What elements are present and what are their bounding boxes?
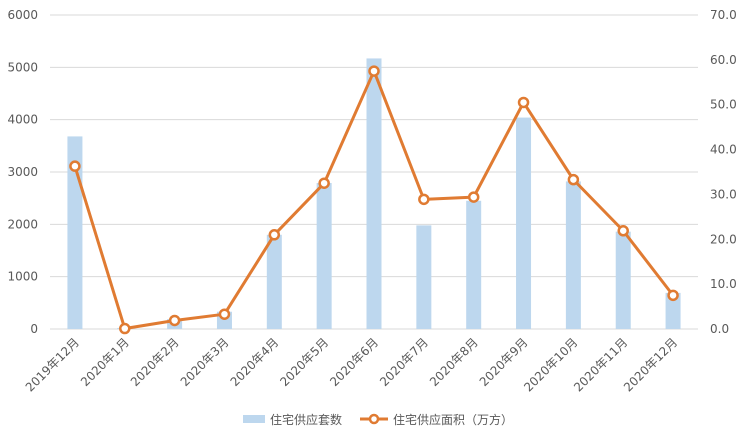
right-tick-label: 70.0 — [710, 8, 737, 22]
right-tick-label: 30.0 — [710, 187, 737, 201]
left-tick-label: 3000 — [7, 165, 38, 179]
right-tick-label: 0.0 — [710, 322, 729, 336]
line-point — [268, 229, 281, 241]
legend: 住宅供应套数 住宅供应面积（万方） — [243, 412, 513, 427]
x-axis-ticks: 2019年12月2020年1月2020年2月2020年3月2020年4月2020… — [23, 335, 680, 394]
x-tick-label: 2020年1月 — [78, 335, 132, 389]
line-point — [617, 225, 629, 237]
left-tick-label: 4000 — [7, 113, 38, 127]
legend-bar-label: 住宅供应套数 — [270, 412, 342, 427]
line-point — [368, 65, 380, 77]
x-tick-label: 2020年9月 — [477, 335, 531, 389]
bar — [416, 225, 432, 329]
line-series — [69, 65, 679, 335]
bar — [516, 117, 532, 329]
bar — [316, 182, 332, 329]
line-point — [318, 177, 330, 189]
bar — [67, 136, 83, 329]
left-tick-label: 5000 — [7, 60, 38, 74]
bar-series — [67, 58, 681, 329]
line-point — [667, 289, 679, 302]
x-tick-label: 2020年12月 — [621, 335, 680, 394]
line-point — [168, 314, 181, 327]
line-point — [69, 160, 81, 172]
left-axis-ticks: 0 1000 2000 3000 4000 5000 6000 — [7, 8, 38, 336]
bar — [266, 234, 282, 329]
left-tick-label: 6000 — [7, 8, 38, 22]
bar — [665, 292, 681, 329]
bar — [366, 58, 382, 329]
right-tick-label: 10.0 — [710, 277, 737, 291]
right-tick-label: 50.0 — [710, 98, 737, 112]
right-tick-label: 20.0 — [710, 232, 737, 246]
line-point — [119, 322, 131, 335]
line-point — [517, 96, 530, 109]
x-tick-label: 2020年6月 — [327, 335, 381, 389]
x-tick-label: 2020年7月 — [377, 335, 431, 389]
line-point — [467, 191, 480, 203]
line-point — [218, 308, 231, 320]
x-tick-label: 2020年3月 — [178, 335, 232, 389]
bar — [466, 200, 482, 329]
right-tick-label: 60.0 — [710, 53, 737, 67]
x-tick-label: 2020年8月 — [427, 335, 481, 389]
left-tick-label: 2000 — [7, 217, 38, 231]
legend-line-marker — [368, 413, 380, 425]
legend-line-label: 住宅供应面积（万方） — [393, 412, 513, 427]
left-tick-label: 0 — [30, 322, 38, 336]
left-tick-label: 1000 — [7, 270, 38, 284]
bar — [615, 231, 631, 329]
right-axis-ticks: 0.0 10.0 20.0 30.0 40.0 50.0 60.0 70.0 — [710, 8, 737, 336]
line-point — [567, 173, 580, 186]
right-tick-label: 40.0 — [710, 143, 737, 157]
x-tick-label: 2020年4月 — [228, 335, 282, 389]
x-tick-label: 2020年2月 — [128, 335, 182, 389]
bar — [565, 181, 581, 329]
x-tick-label: 2019年12月 — [23, 335, 82, 394]
line-point — [418, 193, 430, 206]
legend-bar-swatch — [243, 415, 265, 423]
x-tick-label: 2020年5月 — [277, 335, 331, 389]
